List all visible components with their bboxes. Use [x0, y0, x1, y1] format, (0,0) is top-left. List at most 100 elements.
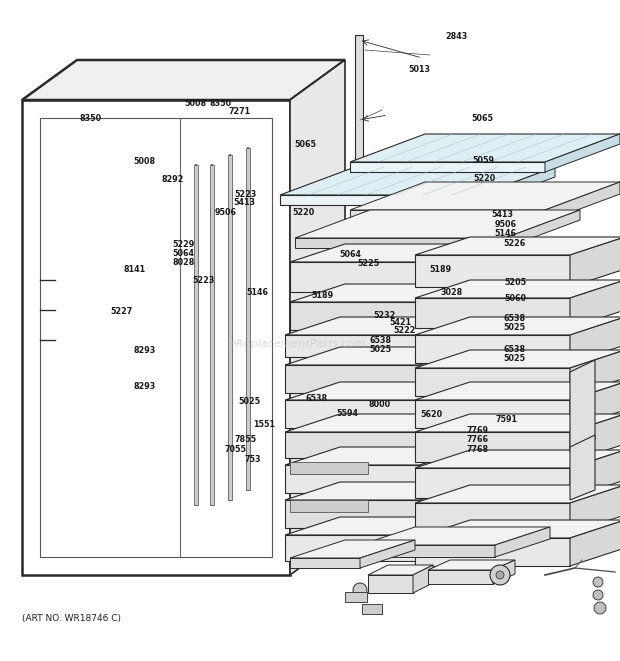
- Text: 5225: 5225: [357, 258, 379, 268]
- Text: 7055: 7055: [224, 445, 246, 454]
- Polygon shape: [495, 527, 550, 557]
- Text: 7591: 7591: [496, 415, 518, 424]
- Polygon shape: [285, 317, 475, 335]
- Polygon shape: [425, 244, 480, 292]
- Bar: [210, 165, 214, 505]
- Polygon shape: [570, 280, 620, 328]
- Text: 5008: 5008: [133, 157, 156, 167]
- Polygon shape: [420, 414, 475, 458]
- Text: 5008: 5008: [185, 99, 207, 108]
- Text: 5229: 5229: [172, 240, 195, 249]
- Polygon shape: [415, 255, 570, 287]
- Polygon shape: [285, 432, 420, 458]
- Text: 5594: 5594: [336, 408, 358, 418]
- Bar: [362, 604, 382, 614]
- Polygon shape: [415, 538, 570, 566]
- Polygon shape: [420, 482, 475, 528]
- Polygon shape: [428, 570, 493, 584]
- Polygon shape: [415, 335, 570, 363]
- Polygon shape: [290, 60, 345, 575]
- Polygon shape: [350, 134, 620, 162]
- Text: 5226: 5226: [503, 239, 526, 248]
- Bar: [290, 462, 368, 474]
- Polygon shape: [420, 347, 475, 393]
- Polygon shape: [350, 210, 545, 222]
- Polygon shape: [415, 414, 620, 432]
- Text: 5620: 5620: [420, 410, 443, 419]
- Polygon shape: [290, 284, 480, 302]
- Polygon shape: [415, 317, 620, 335]
- Text: 5223: 5223: [192, 276, 215, 286]
- Polygon shape: [295, 238, 505, 248]
- Polygon shape: [285, 500, 420, 528]
- Circle shape: [594, 602, 606, 614]
- Text: 6538: 6538: [503, 314, 526, 323]
- Polygon shape: [415, 432, 570, 462]
- Text: 5025: 5025: [370, 344, 392, 354]
- Polygon shape: [570, 414, 620, 462]
- Polygon shape: [415, 468, 570, 498]
- Polygon shape: [360, 540, 415, 568]
- Text: 5205: 5205: [505, 278, 527, 288]
- Polygon shape: [415, 237, 620, 255]
- Text: 5060: 5060: [505, 294, 526, 303]
- Text: 6538: 6538: [305, 394, 327, 403]
- Circle shape: [353, 583, 367, 597]
- Text: 8000: 8000: [368, 400, 391, 409]
- Text: 8350: 8350: [210, 99, 232, 108]
- Polygon shape: [285, 517, 475, 535]
- Text: 8293: 8293: [133, 382, 156, 391]
- Polygon shape: [425, 284, 480, 330]
- Polygon shape: [415, 280, 620, 298]
- Text: 5059: 5059: [472, 156, 494, 165]
- Polygon shape: [285, 400, 420, 428]
- Polygon shape: [280, 195, 480, 205]
- Polygon shape: [415, 400, 570, 428]
- Polygon shape: [570, 237, 620, 287]
- Polygon shape: [368, 575, 413, 593]
- Text: 5146: 5146: [495, 229, 516, 239]
- Text: (ART NO. WR18746 C): (ART NO. WR18746 C): [22, 614, 121, 623]
- Polygon shape: [355, 35, 363, 180]
- Polygon shape: [570, 450, 620, 498]
- Polygon shape: [285, 382, 475, 400]
- Text: 5064: 5064: [340, 250, 361, 259]
- Polygon shape: [415, 485, 620, 503]
- Polygon shape: [40, 118, 272, 557]
- Polygon shape: [415, 368, 570, 396]
- Text: 5227: 5227: [110, 307, 133, 317]
- Text: 5025: 5025: [239, 397, 261, 407]
- Bar: [228, 155, 232, 500]
- Polygon shape: [413, 565, 433, 593]
- Text: 5220: 5220: [293, 208, 315, 217]
- Polygon shape: [420, 317, 475, 357]
- Text: 7766: 7766: [466, 435, 488, 444]
- Polygon shape: [360, 545, 495, 557]
- Polygon shape: [290, 244, 480, 262]
- Polygon shape: [368, 565, 433, 575]
- Polygon shape: [285, 482, 475, 500]
- Text: 7271: 7271: [228, 106, 250, 116]
- Text: 7768: 7768: [466, 445, 489, 454]
- Circle shape: [490, 565, 510, 585]
- Polygon shape: [350, 182, 620, 210]
- Text: 3028: 3028: [440, 288, 463, 297]
- Text: 7769: 7769: [466, 426, 488, 436]
- Polygon shape: [493, 560, 515, 584]
- Polygon shape: [570, 485, 620, 533]
- Polygon shape: [545, 182, 620, 222]
- Text: 7855: 7855: [234, 435, 257, 444]
- Polygon shape: [295, 210, 580, 238]
- Bar: [246, 148, 250, 490]
- Polygon shape: [360, 527, 550, 545]
- Text: 8350: 8350: [79, 114, 102, 124]
- Text: 5065: 5065: [294, 139, 316, 149]
- Text: eReplacementParts.com: eReplacementParts.com: [229, 338, 366, 349]
- Text: 5421: 5421: [389, 318, 412, 327]
- Polygon shape: [415, 350, 620, 368]
- Text: 8293: 8293: [133, 346, 156, 355]
- Polygon shape: [480, 167, 555, 205]
- Text: 6538: 6538: [503, 344, 526, 354]
- Circle shape: [593, 577, 603, 587]
- Polygon shape: [290, 262, 425, 292]
